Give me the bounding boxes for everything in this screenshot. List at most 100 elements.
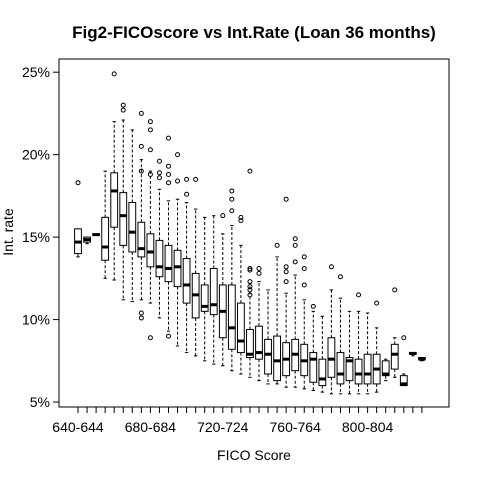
x-tick-label: 760-764 — [270, 419, 322, 435]
box-series — [74, 71, 426, 395]
box-body — [354, 358, 363, 385]
box-1 — [83, 236, 91, 245]
x-tick-label: 800-804 — [342, 419, 394, 435]
plot-frame — [58, 58, 450, 408]
outlier-point — [392, 287, 398, 293]
box-36 — [399, 335, 408, 387]
chart-title: Fig2-FICOscore vs Int.Rate (Loan 36 mont… — [72, 23, 436, 42]
box-37 — [408, 351, 417, 357]
outlier-point — [229, 208, 235, 214]
outlier-point — [374, 300, 380, 306]
y-axis-label: Int. rate — [0, 208, 16, 256]
box-body — [164, 244, 173, 283]
box-body — [318, 358, 327, 387]
outlier-point — [292, 236, 298, 242]
y-tick-label: 5% — [30, 394, 50, 410]
box-body — [390, 343, 399, 370]
box-11 — [173, 152, 182, 347]
outlier-point — [356, 292, 362, 298]
box-16 — [218, 213, 227, 367]
outlier-point — [283, 196, 289, 202]
box-21 — [264, 289, 272, 385]
outlier-point — [283, 264, 289, 270]
box-body — [327, 337, 336, 378]
box-24 — [291, 236, 300, 388]
box-body — [399, 375, 408, 387]
outlier-point — [283, 279, 289, 285]
outlier-point — [229, 188, 235, 194]
outlier-point — [310, 303, 316, 309]
outlier-point — [147, 147, 153, 153]
box-body — [264, 338, 272, 375]
outlier-point — [193, 176, 199, 182]
box-body — [237, 302, 245, 354]
y-tick-label: 15% — [22, 229, 50, 245]
outlier-point — [147, 171, 153, 177]
box-6 — [128, 129, 137, 302]
x-tick-label: 640-644 — [52, 419, 104, 435]
box-body — [227, 284, 236, 350]
outlier-point — [138, 310, 144, 316]
outlier-point — [156, 158, 162, 164]
box-body — [110, 172, 119, 228]
outlier-point — [138, 110, 144, 116]
outlier-point — [401, 335, 407, 341]
box-2 — [92, 233, 100, 237]
box-26 — [309, 303, 318, 392]
outlier-point — [138, 143, 144, 149]
box-body — [182, 258, 191, 304]
outlier-point — [247, 267, 253, 273]
outlier-point — [283, 269, 289, 275]
outlier-point — [138, 315, 144, 321]
outlier-point — [111, 71, 117, 77]
outlier-point — [247, 279, 253, 285]
box-body — [336, 352, 345, 385]
outlier-point — [138, 168, 144, 174]
box-27 — [318, 315, 327, 393]
box-38 — [418, 357, 426, 362]
box-body — [273, 335, 282, 382]
outlier-point — [166, 180, 171, 186]
box-20 — [255, 265, 263, 382]
box-body — [119, 192, 128, 246]
outlier-point — [301, 282, 307, 288]
outlier-point — [175, 152, 181, 158]
outlier-point — [175, 178, 181, 184]
box-14 — [200, 216, 209, 362]
outlier-point — [166, 171, 171, 177]
outlier-point — [147, 335, 153, 341]
outlier-point — [147, 127, 153, 133]
outlier-point — [220, 213, 226, 219]
outlier-point — [247, 265, 253, 271]
box-18 — [237, 214, 245, 375]
y-tick-label: 10% — [22, 312, 50, 328]
box-30 — [345, 310, 354, 395]
box-body — [255, 325, 263, 360]
box-7 — [137, 110, 146, 321]
outlier-point — [301, 254, 307, 260]
outlier-point — [247, 292, 253, 298]
box-25 — [300, 254, 309, 390]
outlier-point — [166, 135, 171, 141]
y-axis: 5% 10% 15% 20% 25% — [22, 64, 59, 410]
box-body — [200, 284, 209, 312]
outlier-point — [238, 214, 244, 220]
outlier-point — [156, 175, 162, 181]
outlier-point — [328, 264, 334, 270]
x-axis: 640-644 680-684 720-724 760-764 800-804 — [52, 407, 423, 435]
x-axis-label: FICO Score — [217, 447, 291, 463]
box-body — [209, 267, 218, 316]
box-13 — [191, 176, 200, 357]
box-body — [146, 233, 155, 268]
x-tick-label: 680-684 — [125, 419, 177, 435]
outlier-point — [292, 259, 298, 265]
box-8 — [146, 119, 155, 341]
box-12 — [182, 176, 191, 354]
outlier-point — [292, 242, 298, 248]
outlier-point — [238, 218, 244, 224]
box-9 — [155, 158, 164, 319]
box-29 — [336, 274, 345, 395]
outlier-point — [156, 170, 162, 176]
